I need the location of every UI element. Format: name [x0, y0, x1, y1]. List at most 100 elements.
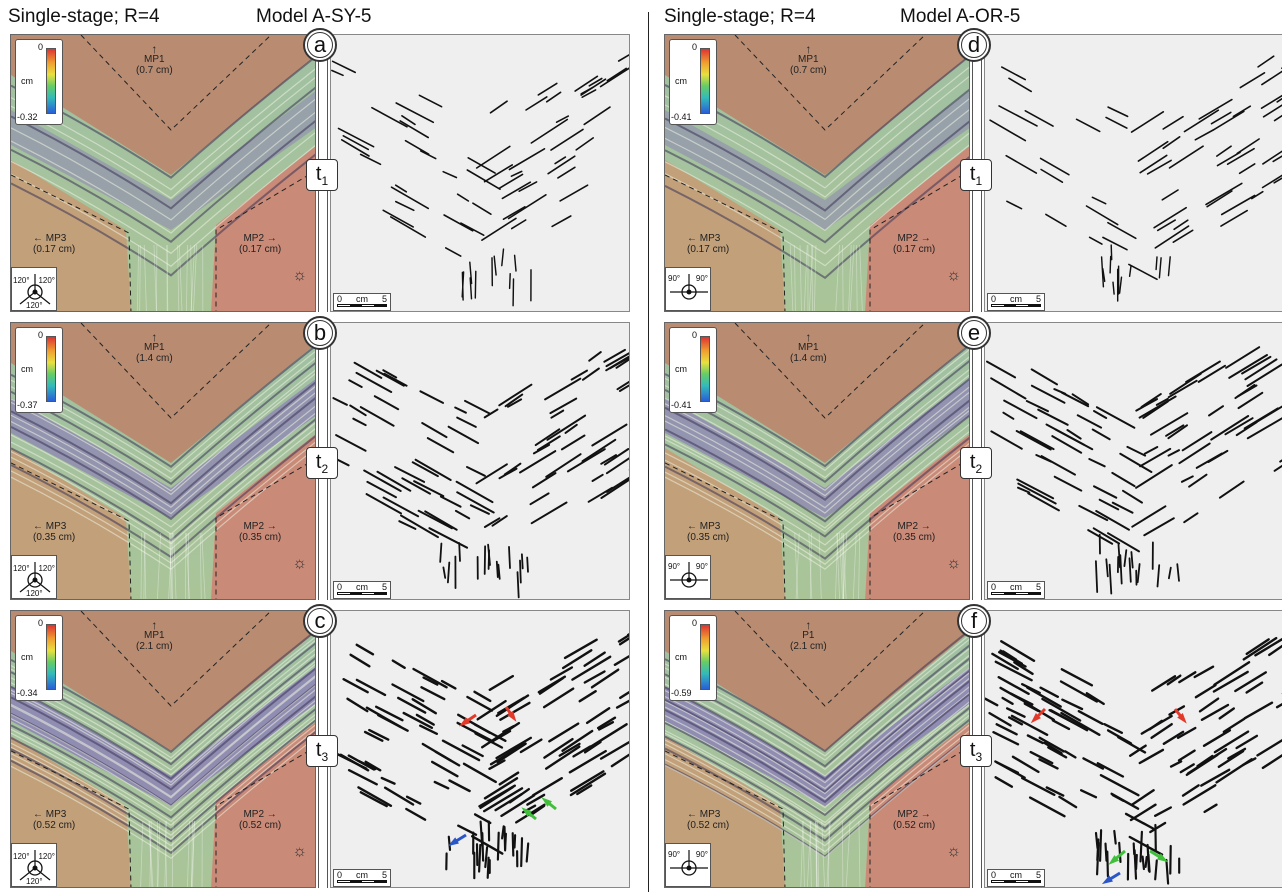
- fault-trace: [331, 60, 357, 74]
- fault-trace: [550, 409, 565, 419]
- extension-direction-box: 90° 90°: [665, 267, 711, 311]
- scale-zero: 0: [337, 294, 343, 304]
- fault-trace: [1138, 395, 1177, 419]
- fault-scarp: [821, 820, 825, 887]
- fault-trace: [1239, 71, 1266, 89]
- fault-trace: [1273, 177, 1282, 184]
- colorbar-max: 0: [691, 618, 697, 628]
- fault-scarp: [199, 532, 202, 599]
- fault-trace: [1008, 77, 1033, 93]
- arrow-head: [1157, 853, 1169, 863]
- fault-trace: [373, 395, 400, 411]
- fault-scarp: [835, 532, 839, 599]
- fault-trace: [513, 254, 517, 272]
- fault-trace: [1246, 417, 1282, 440]
- fault-trace: [1206, 190, 1233, 208]
- scale-line: [337, 880, 387, 883]
- panel-f: 0 cm -0.59 ↑ P1 (2.1 cm) ← MP3 (0.52 cm) MP2 → (0…: [664, 604, 1282, 888]
- fault-scarp: [665, 120, 969, 244]
- colorbar-unit: cm: [675, 76, 687, 86]
- fault-trace: [398, 520, 417, 530]
- extension-compass-icon: [19, 274, 51, 305]
- fault-trace: [1013, 661, 1034, 675]
- fault-scarp: [808, 532, 813, 599]
- fault-trace: [501, 248, 505, 267]
- fault-trace: [433, 780, 450, 790]
- uplift-boundary: [665, 750, 786, 887]
- fault-trace: [502, 724, 516, 733]
- uplift-boundary: [665, 174, 786, 311]
- fault-scarp: [143, 532, 146, 599]
- fault-trace: [1232, 105, 1252, 118]
- fault-scarp: [11, 675, 315, 798]
- fault-trace: [458, 542, 461, 562]
- fault-trace: [412, 667, 448, 689]
- fault-trace: [1075, 118, 1101, 133]
- fault-scarp: [11, 448, 315, 570]
- fault-trace: [1213, 661, 1251, 687]
- fault-trace: [426, 437, 455, 454]
- fault-interpretation: 0 cm 5: [330, 322, 630, 600]
- fault-scarp: [11, 153, 315, 277]
- fault-trace: [543, 737, 574, 759]
- fault-scarp: [186, 244, 188, 311]
- fault-trace: [1250, 190, 1264, 200]
- fault-trace: [1035, 454, 1052, 463]
- fault-trace: [489, 742, 526, 766]
- fault-trace: [525, 96, 548, 111]
- fault-trace: [618, 384, 629, 392]
- fault-trace: [359, 153, 382, 166]
- elevation-colorbar: 0 cm -0.41: [669, 327, 717, 413]
- fault-trace: [1167, 379, 1198, 399]
- fault-trace: [587, 486, 614, 503]
- elevation-colorbar: 0 cm -0.59: [669, 615, 717, 701]
- fault-trace: [1273, 114, 1282, 122]
- fault-trace: [1060, 711, 1101, 737]
- uplift-boundary: [215, 170, 315, 311]
- fault-trace: [558, 742, 581, 757]
- time-step-index: 2: [975, 462, 983, 476]
- fault-scarp: [665, 132, 969, 255]
- fault-scarp: [665, 360, 969, 484]
- fault-scarp: [817, 820, 819, 887]
- fault-trace: [542, 687, 575, 709]
- red-arrow: [1173, 708, 1187, 724]
- fault-trace: [550, 128, 584, 151]
- scale-line: [991, 592, 1041, 595]
- fault-trace: [1195, 452, 1223, 469]
- mp-value: (1.4 cm): [790, 353, 827, 364]
- fault-trace: [534, 428, 561, 447]
- fault-trace: [1045, 786, 1065, 797]
- fault-trace: [1001, 696, 1014, 706]
- fault-trace: [1002, 411, 1015, 420]
- fault-trace: [482, 787, 524, 813]
- fault-sketch: [986, 346, 1282, 595]
- fault-trace: [1153, 806, 1173, 818]
- fault-trace: [531, 776, 564, 797]
- mp-value: (0.52 cm): [239, 820, 282, 831]
- compass-angle: 90°: [668, 562, 681, 571]
- fault-trace: [544, 377, 582, 401]
- fault-trace: [355, 678, 387, 697]
- uplift-region-right: [211, 424, 315, 599]
- extension-direction-box: 120° 120° 120°: [11, 555, 57, 599]
- blue-arrow: [447, 833, 467, 847]
- fault-trace: [1155, 256, 1158, 271]
- fault-scarp: [815, 820, 818, 887]
- fault-scarp: [665, 661, 969, 784]
- fault-trace: [1244, 358, 1278, 381]
- fault-trace: [1000, 66, 1027, 81]
- fault-trace: [1021, 776, 1056, 797]
- uplift-boundary: [665, 462, 786, 599]
- red-arrow: [1030, 707, 1047, 724]
- fault-trace: [560, 434, 586, 451]
- fault-trace: [1150, 412, 1189, 436]
- mp-name: MP2 →: [243, 809, 277, 820]
- fault-trace: [1104, 842, 1108, 862]
- fault-scarp: [665, 734, 969, 858]
- fault-trace: [583, 670, 606, 684]
- fault-trace: [1273, 464, 1282, 472]
- scale-five: 5: [1035, 870, 1041, 880]
- fault-trace: [1117, 543, 1121, 569]
- fault-trace: [1043, 741, 1063, 755]
